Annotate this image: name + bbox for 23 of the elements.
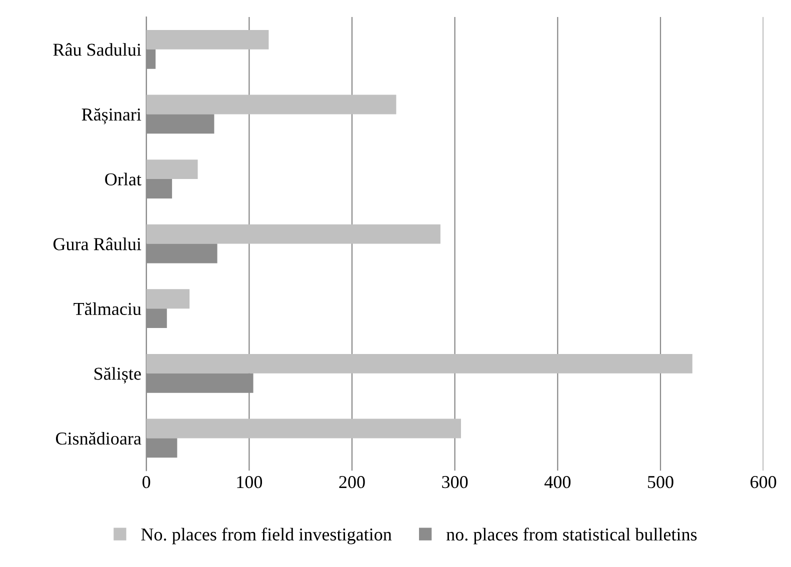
x-tick-label: 200: [339, 476, 365, 488]
x-tick-label: 300: [442, 476, 468, 488]
y-tick-label: Cisnădioara: [56, 432, 142, 445]
bar: [146, 418, 461, 438]
x-tick-label: 0: [142, 476, 150, 488]
y-tick-label: Orlat: [105, 172, 142, 186]
bar: [146, 30, 269, 50]
y-tick-label: Gura Râului: [53, 238, 142, 250]
x-tick-label: 600: [750, 476, 776, 488]
bar: [146, 224, 440, 244]
legend-label: no. places from statistical bulletins: [446, 528, 697, 544]
x-tick-label: 100: [237, 476, 262, 488]
y-tick-label: Tălmaciu: [74, 302, 142, 316]
y-tick-label: Râu Sadului: [53, 43, 142, 56]
y-tick-label: Rășinari: [82, 108, 142, 124]
x-tick-label: 500: [648, 476, 674, 488]
bar: [146, 94, 396, 114]
y-tick-label: Săliște: [94, 367, 141, 384]
x-tick-label: 400: [544, 476, 571, 488]
bar: [146, 289, 190, 309]
bar: [146, 160, 198, 180]
bar: [146, 354, 692, 374]
legend-label: No. places from field investigation: [141, 528, 392, 544]
